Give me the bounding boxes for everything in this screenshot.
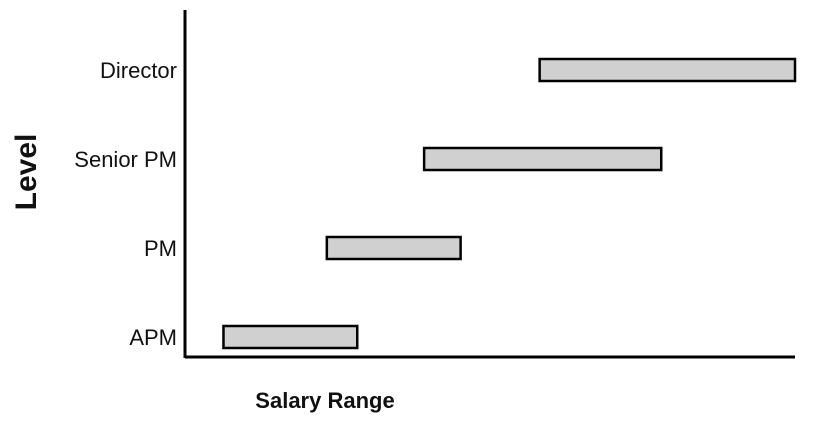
range-bar-senior-pm — [422, 146, 663, 172]
range-bar-apm — [222, 324, 359, 350]
y-tick-label: Director — [100, 58, 177, 83]
y-axis-title: Level — [10, 134, 43, 211]
y-tick-label: PM — [144, 236, 177, 261]
x-axis-title: Salary Range — [255, 388, 394, 413]
bars-layer — [222, 57, 797, 350]
range-bar-director — [538, 57, 797, 83]
y-tick-labels: APM PM Senior PM Director — [74, 58, 177, 350]
y-tick-label: Senior PM — [74, 147, 177, 172]
y-tick-label: APM — [129, 325, 177, 350]
range-bar-pm — [325, 235, 462, 261]
